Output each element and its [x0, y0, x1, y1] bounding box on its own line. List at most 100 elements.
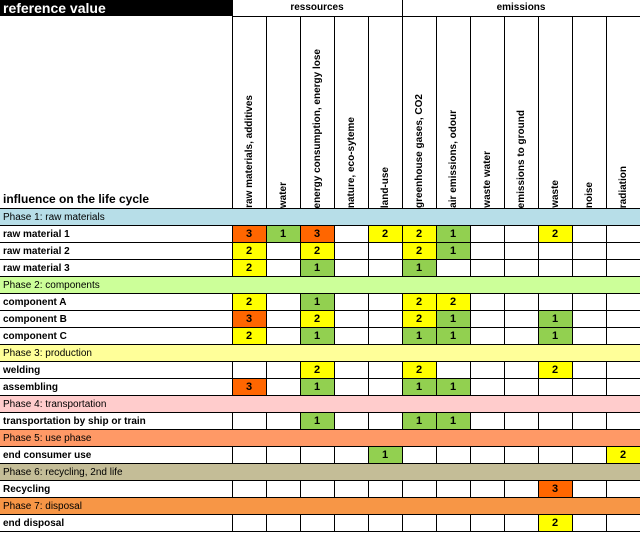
column-header: nature, eco-syteme [333, 16, 369, 209]
rating-cell: 3 [231, 310, 267, 328]
rating-cell: 1 [435, 225, 471, 243]
rating-cell [435, 480, 471, 498]
column-header-label: radiation [617, 165, 629, 208]
column-header-label: nature, eco-syteme [345, 116, 357, 208]
rating-cell [265, 361, 301, 379]
rating-cell [231, 514, 267, 532]
rating-cell [503, 327, 539, 345]
rating-cell [605, 361, 640, 379]
rating-cell [571, 259, 607, 277]
rating-cell [265, 378, 301, 396]
rating-cell [537, 242, 573, 260]
rating-cell: 2 [231, 327, 267, 345]
rating-cell [571, 361, 607, 379]
rating-cell [503, 514, 539, 532]
item-row: end consumer use 1 2 [0, 446, 640, 464]
column-header-label: noise [583, 181, 595, 208]
rating-cell [333, 514, 369, 532]
rating-cell: 1 [435, 310, 471, 328]
rating-cell [435, 514, 471, 532]
phase-row: Phase 1: raw materials [0, 208, 640, 226]
rating-cell [265, 480, 301, 498]
rating-cell [469, 242, 505, 260]
header-row-columns: influence on the life cycle raw material… [0, 16, 640, 209]
rating-cell: 1 [299, 412, 335, 430]
phase-row: Phase 3: production [0, 344, 640, 362]
rating-cell: 1 [299, 259, 335, 277]
rating-cell [605, 378, 640, 396]
rating-cell [571, 310, 607, 328]
column-header: greenhouse gases, CO2 [401, 16, 437, 209]
reference-value-title: reference value [0, 0, 232, 16]
rating-cell [333, 378, 369, 396]
rating-cell [265, 446, 301, 464]
rating-cell [469, 293, 505, 311]
rating-cell: 1 [435, 378, 471, 396]
column-header: waste water [469, 16, 505, 209]
rating-cell [231, 480, 267, 498]
item-label: component A [0, 293, 232, 311]
rating-cell [503, 480, 539, 498]
rating-cell [435, 259, 471, 277]
item-row: welding 2 2 2 [0, 361, 640, 379]
column-header: noise [571, 16, 607, 209]
rating-cell: 1 [299, 327, 335, 345]
rating-cell [537, 412, 573, 430]
rating-cell [469, 259, 505, 277]
rating-cell [605, 412, 640, 430]
phase-title: Phase 2: components [0, 276, 640, 294]
rating-cell: 1 [401, 412, 437, 430]
rating-cell: 1 [299, 293, 335, 311]
rating-cell [231, 361, 267, 379]
rating-cell [571, 242, 607, 260]
rating-cell [469, 310, 505, 328]
rating-cell [265, 412, 301, 430]
rating-cell [469, 327, 505, 345]
rating-cell [571, 514, 607, 532]
rating-cell [231, 412, 267, 430]
rating-cell [537, 446, 573, 464]
phase-title: Phase 5: use phase [0, 429, 640, 447]
rating-cell [469, 378, 505, 396]
rating-cell: 2 [299, 310, 335, 328]
rating-cell [503, 310, 539, 328]
rating-cell: 3 [537, 480, 573, 498]
rating-cell: 1 [435, 242, 471, 260]
rating-cell [469, 514, 505, 532]
rating-cell: 2 [537, 361, 573, 379]
rating-cell [503, 446, 539, 464]
rating-cell [571, 225, 607, 243]
column-header-label: energy consumption, energy lose [311, 48, 323, 208]
rating-cell [367, 378, 403, 396]
phase-title: Phase 3: production [0, 344, 640, 362]
lifecycle-label: influence on the life cycle [3, 192, 150, 206]
rating-cell: 1 [367, 446, 403, 464]
rating-cell [265, 514, 301, 532]
rating-cell [537, 259, 573, 277]
rating-cell [265, 259, 301, 277]
item-label: raw material 3 [0, 259, 232, 277]
rating-cell [503, 412, 539, 430]
rating-cell: 3 [231, 225, 267, 243]
rating-cell: 2 [435, 293, 471, 311]
rating-cell: 2 [401, 293, 437, 311]
rating-cell: 2 [231, 242, 267, 260]
column-header-label: greenhouse gases, CO2 [413, 94, 425, 208]
rating-cell: 2 [605, 446, 640, 464]
item-label: end consumer use [0, 446, 232, 464]
column-header: waste [537, 16, 573, 209]
rating-cell [503, 242, 539, 260]
rating-cell [571, 327, 607, 345]
column-header: radiation [605, 16, 640, 209]
item-row: end disposal 2 [0, 514, 640, 532]
column-header: air emissions, odour [435, 16, 471, 209]
rating-cell [401, 514, 437, 532]
column-header-label: air emissions, odour [447, 110, 459, 208]
phase-title: Phase 1: raw materials [0, 208, 640, 226]
column-header-label: emissions to ground [515, 109, 527, 208]
column-header-label: land-use [379, 166, 391, 208]
